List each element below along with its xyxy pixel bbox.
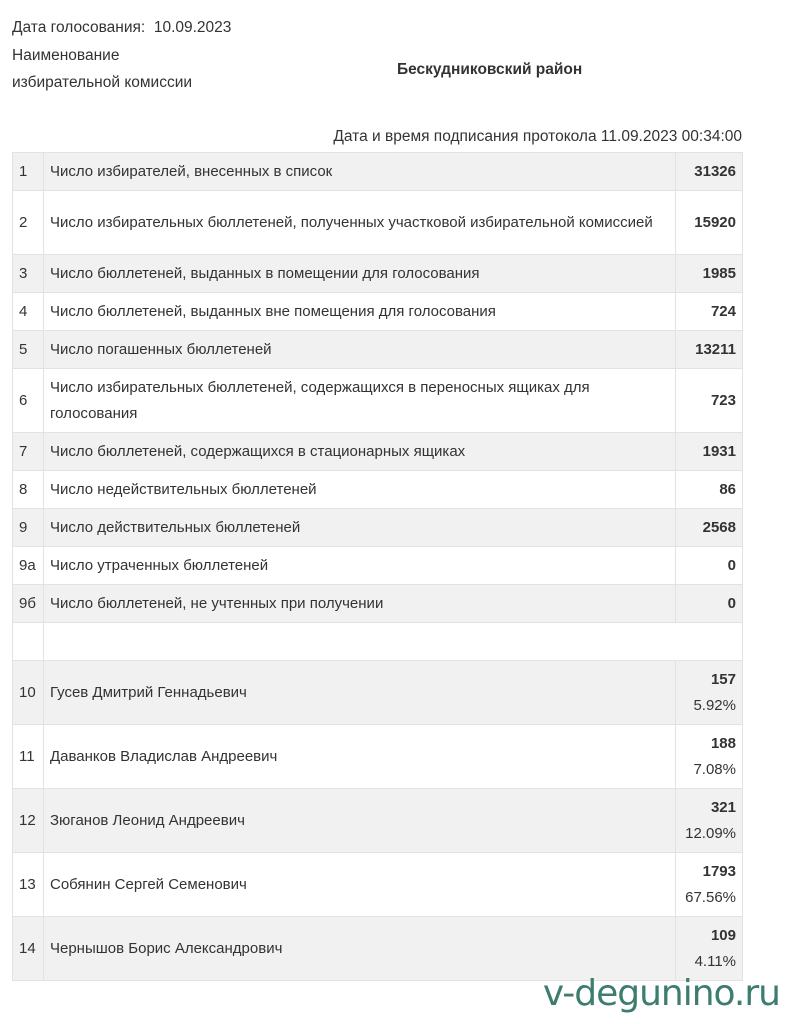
row-number: 9б xyxy=(12,584,44,623)
row-number: 1 xyxy=(12,152,44,191)
row-number: 7 xyxy=(12,432,44,471)
row-value: 2568 xyxy=(675,508,743,547)
candidate-votes: 188 xyxy=(710,734,736,752)
row-label: Число бюллетеней, не учтенных при получе… xyxy=(43,584,676,623)
candidate-percent: 4.11% xyxy=(694,952,736,970)
row-value: 723 xyxy=(675,368,743,433)
candidate-number: 12 xyxy=(12,788,44,853)
candidate-name: Даванков Владислав Андреевич xyxy=(43,724,676,789)
row-number: 6 xyxy=(12,368,44,433)
table-row: 1 Число избирателей, внесенных в список 31… xyxy=(12,152,743,191)
commission-name: Бескудниковский район xyxy=(397,61,583,78)
row-label: Число погашенных бюллетеней xyxy=(43,330,676,369)
row-value: 1985 xyxy=(675,254,743,293)
candidate-result: 109 4.11% xyxy=(675,916,743,981)
table-row: 9а Число утраченных бюллетеней 0 xyxy=(12,546,743,585)
commission-label-2: избирательной комиссии xyxy=(12,74,193,91)
row-value: 724 xyxy=(675,292,743,331)
candidate-percent: 7.08% xyxy=(693,760,736,778)
candidate-name: Чернышов Борис Александрович xyxy=(43,916,676,981)
row-number: 2 xyxy=(12,190,44,255)
protocol-table: 1 Число избирателей, внесенных в список 31… xyxy=(12,152,743,981)
table-row: 3 Число бюллетеней, выданных в помещении … xyxy=(12,254,743,293)
table-row: 4 Число бюллетеней, выданных вне помещени… xyxy=(12,292,743,331)
candidate-name: Зюганов Леонид Андреевич xyxy=(43,788,676,853)
row-number: 4 xyxy=(12,292,44,331)
commission-label-1: Наименование xyxy=(12,47,120,64)
row-value: 0 xyxy=(675,584,743,623)
table-row: 11 Даванков Владислав Андреевич 188 7.08% xyxy=(12,724,743,789)
candidate-percent: 5.92% xyxy=(693,696,736,714)
row-value: 0 xyxy=(675,546,743,585)
row-label: Число избирательных бюллетеней, полученн… xyxy=(43,190,676,255)
row-value: 13211 xyxy=(675,330,743,369)
table-row: 8 Число недействительных бюллетеней 86 xyxy=(12,470,743,509)
table-row: 12 Зюганов Леонид Андреевич 321 12.09% xyxy=(12,788,743,853)
table-row: 10 Гусев Дмитрий Геннадьевич 157 5.92% xyxy=(12,660,743,725)
row-value: 1931 xyxy=(675,432,743,471)
candidate-percent: 67.56% xyxy=(685,888,736,906)
signed-value: 11.09.2023 00:34:00 xyxy=(600,128,742,145)
row-label: Число действительных бюллетеней xyxy=(43,508,676,547)
table-row: 9 Число действительных бюллетеней 2568 xyxy=(12,508,743,547)
empty-cell xyxy=(12,622,44,661)
candidate-votes: 1793 xyxy=(702,862,736,880)
signed-datetime: Дата и время подписания протокола 11.09.… xyxy=(333,128,742,146)
table-row: 6 Число избирательных бюллетеней, содержа… xyxy=(12,368,743,433)
candidate-votes: 321 xyxy=(710,798,736,816)
candidate-result: 1793 67.56% xyxy=(675,852,743,917)
candidate-result: 321 12.09% xyxy=(675,788,743,853)
candidate-name: Гусев Дмитрий Геннадьевич xyxy=(43,660,676,725)
row-value: 86 xyxy=(675,470,743,509)
candidate-number: 14 xyxy=(12,916,44,981)
candidate-number: 11 xyxy=(12,724,44,789)
watermark: v-degunino.ru xyxy=(542,973,781,1014)
row-label: Число недействительных бюллетеней xyxy=(43,470,676,509)
table-row: 7 Число бюллетеней, содержащихся в стацио… xyxy=(12,432,743,471)
row-value: 15920 xyxy=(675,190,743,255)
candidate-result: 157 5.92% xyxy=(675,660,743,725)
table-row: 2 Число избирательных бюллетеней, получен… xyxy=(12,190,743,255)
row-number: 5 xyxy=(12,330,44,369)
table-row: 9б Число бюллетеней, не учтенных при полу… xyxy=(12,584,743,623)
candidate-votes: 109 xyxy=(710,926,736,944)
row-number: 8 xyxy=(12,470,44,509)
row-value: 31326 xyxy=(675,152,743,191)
candidate-name: Собянин Сергей Семенович xyxy=(43,852,676,917)
candidate-number: 10 xyxy=(12,660,44,725)
empty-cell xyxy=(43,622,743,661)
row-label: Число избирательных бюллетеней, содержащ… xyxy=(43,368,676,433)
candidate-percent: 12.09% xyxy=(685,824,736,842)
row-label: Число утраченных бюллетеней xyxy=(43,546,676,585)
candidate-votes: 157 xyxy=(710,670,736,688)
table-row: 13 Собянин Сергей Семенович 1793 67.56% xyxy=(12,852,743,917)
row-number: 9 xyxy=(12,508,44,547)
table-row: 5 Число погашенных бюллетеней 13211 xyxy=(12,330,743,369)
row-label: Число бюллетеней, выданных вне помещения… xyxy=(43,292,676,331)
candidate-number: 13 xyxy=(12,852,44,917)
table-row xyxy=(12,622,743,661)
row-label: Число бюллетеней, выданных в помещении д… xyxy=(43,254,676,293)
row-label: Число избирателей, внесенных в список xyxy=(43,152,676,191)
vote-date: Дата голосования: 10.09.2023 xyxy=(12,19,231,37)
vote-date-label: Дата голосования: xyxy=(12,19,146,36)
row-number: 3 xyxy=(12,254,44,293)
row-number: 9а xyxy=(12,546,44,585)
candidate-result: 188 7.08% xyxy=(675,724,743,789)
table-row: 14 Чернышов Борис Александрович 109 4.11% xyxy=(12,916,743,981)
row-label: Число бюллетеней, содержащихся в стацион… xyxy=(43,432,676,471)
vote-date-value: 10.09.2023 xyxy=(153,19,232,36)
signed-label: Дата и время подписания протокола xyxy=(333,128,597,145)
